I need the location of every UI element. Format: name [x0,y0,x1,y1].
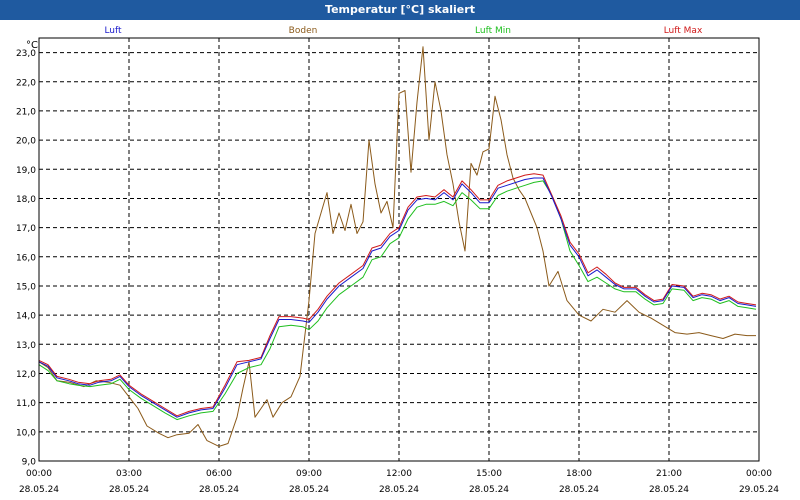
y-tick-label: 23,0 [16,49,36,59]
x-tick-date-label: 28.05.24 [199,485,239,495]
x-tick-time-label: 12:00 [386,469,412,479]
x-tick-time-label: 18:00 [566,469,592,479]
series-line-luft [38,177,757,418]
y-tick-label: 22,0 [16,78,36,88]
x-tick-time-label: 00:00 [26,469,52,479]
x-tick-date-label: 28.05.24 [649,485,689,495]
x-tick-time-label: 09:00 [296,469,322,479]
x-tick-date-label: 28.05.24 [289,485,329,495]
y-tick-label: 10,0 [16,428,36,438]
x-tick-date-label: 28.05.24 [19,485,59,495]
y-axis-unit-label: °C [26,40,38,51]
x-tick-time-label: 15:00 [476,469,502,479]
series-line-luft-min [38,180,757,421]
x-tick-date-label: 29.05.24 [739,485,779,495]
plot-frame [38,37,760,462]
series-line-boden [38,46,756,447]
axis-labels: 9,0 10,0 11,0 12,0 13,0 14,0 15,0 16,0 17,0 18,0 1… [16,49,779,495]
temperature-chart: 9,0 10,0 11,0 12,0 13,0 14,0 15,0 16,0 17,0 18,0 1… [0,20,800,500]
legend-entry-luft-min: Luft Min [475,26,511,36]
y-tick-label: 17,0 [16,224,36,234]
x-tick-date-label: 28.05.24 [469,485,509,495]
chart-title: Temperatur [°C] skaliert [0,0,800,20]
y-tick-label: 19,0 [16,166,36,176]
x-tick-date-label: 28.05.24 [379,485,419,495]
x-tick-time-label: 00:00 [746,469,772,479]
legend: Luft Boden Luft Min Luft Max [104,26,703,36]
x-tick-date-label: 28.05.24 [559,485,599,495]
x-tick-date-label: 28.05.24 [109,485,149,495]
y-tick-label: 14,0 [16,312,36,322]
x-tick-time-label: 03:00 [116,469,142,479]
legend-entry-luft-max: Luft Max [664,26,703,36]
y-tick-label: 21,0 [16,107,36,117]
grid [39,38,759,462]
y-tick-label: 16,0 [16,253,36,263]
legend-entry-boden: Boden [289,26,318,36]
series-lines [38,46,757,447]
legend-entry-luft: Luft [104,26,122,36]
y-tick-label: 11,0 [16,399,36,409]
series-line-luft-max [38,173,757,417]
x-tick-time-label: 21:00 [656,469,682,479]
y-tick-label: 18,0 [16,195,36,205]
y-tick-label: 12,0 [16,370,36,380]
y-tick-label: 15,0 [16,282,36,292]
y-tick-label: 20,0 [16,137,36,147]
chart-background [0,20,800,500]
y-tick-label: 13,0 [16,341,36,351]
x-tick-time-label: 06:00 [206,469,232,479]
y-tick-label: 9,0 [22,458,37,468]
